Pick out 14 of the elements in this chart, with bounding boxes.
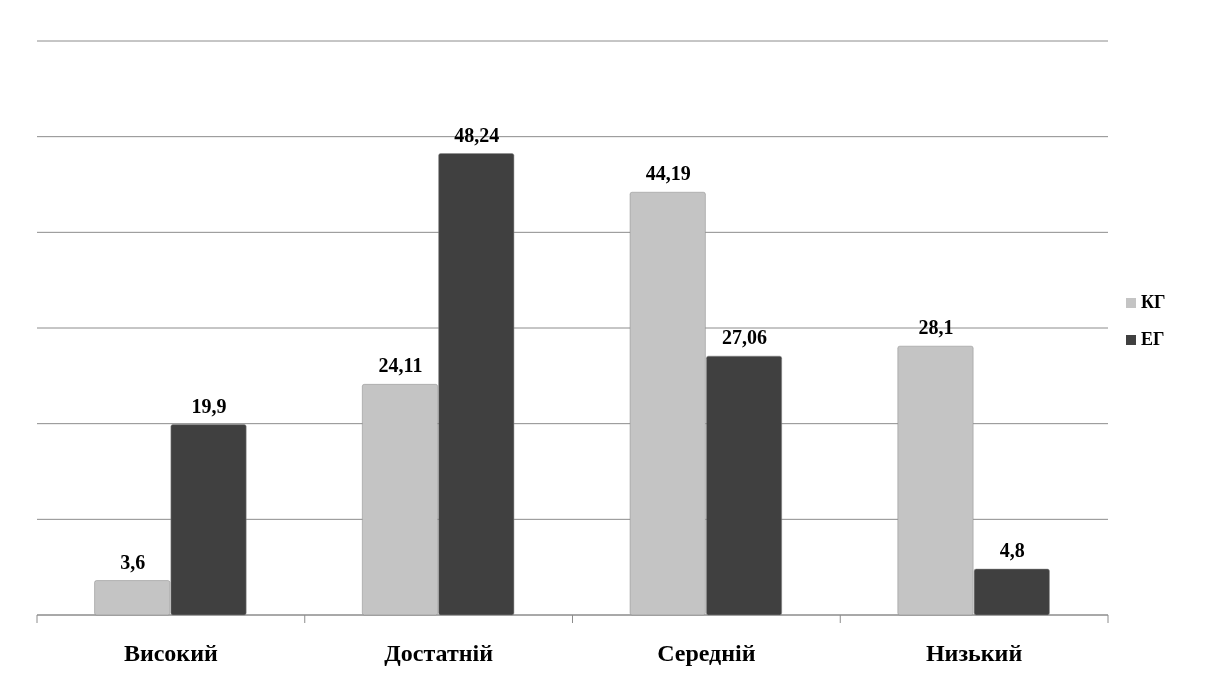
data-label: 27,06 — [722, 326, 768, 349]
data-label: 3,6 — [120, 550, 146, 573]
data-label: 44,19 — [645, 162, 691, 185]
data-label: 19,9 — [191, 394, 227, 417]
data-label: 24,11 — [378, 354, 423, 377]
x-tick-label: Достатній — [384, 640, 494, 666]
data-label: 4,8 — [999, 539, 1025, 562]
x-tick-label: Низький — [925, 640, 1023, 666]
data-label: 48,24 — [454, 123, 500, 146]
legend-label: ЕГ — [1141, 329, 1165, 349]
x-tick-label: Високий — [123, 640, 219, 666]
x-tick-label: Середній — [657, 640, 756, 666]
data-label: 28,1 — [918, 316, 954, 339]
legend-label: КГ — [1141, 292, 1166, 312]
